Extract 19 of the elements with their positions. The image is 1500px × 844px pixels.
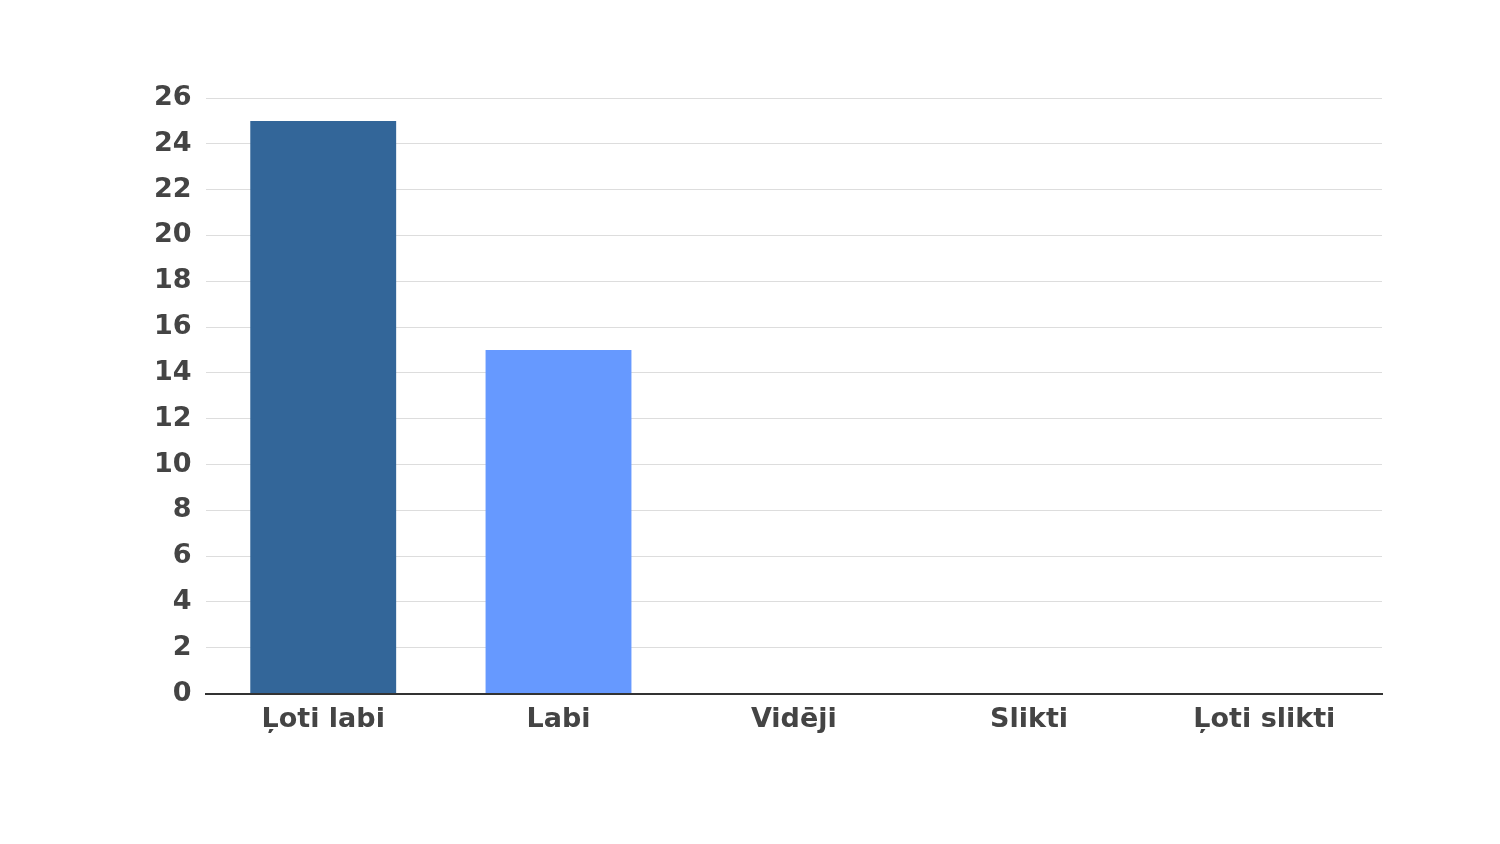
y-tick-label: 14 bbox=[154, 354, 192, 386]
x-tick-label: Ļoti labi bbox=[261, 701, 385, 733]
y-tick-label: 0 bbox=[172, 675, 192, 707]
y-tick-label: 16 bbox=[154, 309, 192, 341]
y-tick-label: 20 bbox=[154, 217, 192, 249]
y-tick-label: 24 bbox=[154, 125, 192, 157]
y-tick-label: 12 bbox=[154, 400, 192, 432]
x-tick-label: Ļoti slikti bbox=[1193, 701, 1336, 733]
x-tick-label: Slikti bbox=[990, 701, 1069, 733]
x-tick-label: Labi bbox=[526, 701, 591, 733]
y-tick-label: 2 bbox=[172, 629, 192, 661]
y-tick-label: 10 bbox=[154, 446, 192, 478]
y-tick-label: 6 bbox=[172, 538, 192, 570]
y-tick-label: 8 bbox=[172, 492, 192, 524]
y-tick-label: 4 bbox=[172, 583, 192, 615]
x-tick-label: Vidēji bbox=[750, 701, 837, 733]
y-tick-label: 18 bbox=[154, 263, 192, 295]
y-tick-label: 26 bbox=[154, 80, 192, 112]
y-tick-label: 22 bbox=[154, 171, 192, 203]
